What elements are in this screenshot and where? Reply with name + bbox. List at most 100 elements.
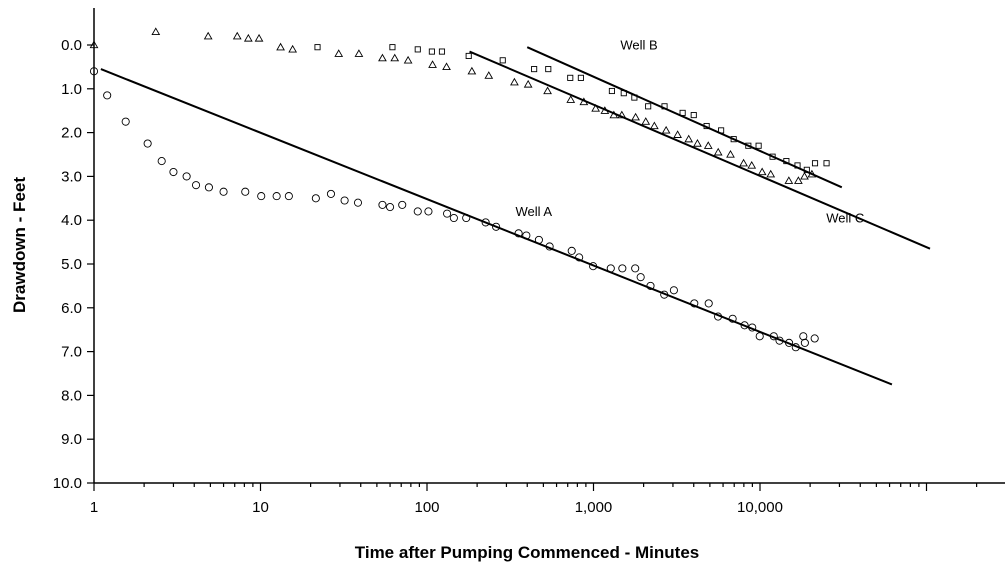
point-well-c: [288, 44, 298, 53]
point-well-b: [438, 48, 446, 55]
point-well-c: [713, 147, 723, 156]
point-well-c: [334, 49, 344, 57]
y-tick-label: 2.0: [61, 125, 82, 142]
point-well-b: [769, 153, 776, 160]
point-well-c: [649, 121, 659, 130]
point-well-b: [730, 136, 737, 143]
y-tick-label: 6.0: [61, 300, 82, 317]
point-well-c: [354, 49, 364, 57]
x-tick-label: 10,000: [737, 499, 783, 516]
point-well-b: [414, 46, 421, 53]
point-well-a: [413, 207, 422, 216]
point-well-b: [465, 52, 472, 59]
point-well-c: [510, 77, 519, 86]
point-well-c: [203, 31, 213, 40]
point-well-b: [620, 90, 627, 97]
point-well-b: [531, 66, 538, 73]
point-well-c: [641, 117, 651, 125]
label-well-b: Well B: [620, 37, 657, 52]
y-tick-label: 10.0: [53, 475, 82, 492]
point-well-b: [679, 109, 686, 116]
point-well-a: [714, 312, 723, 321]
label-well-c: Well C: [826, 210, 864, 225]
y-ticks: 0.0 1.0 2.0 3.0 4.0 5.0 6.0 7.0 8.0 9.0 10.0: [53, 37, 94, 492]
y-tick-label: 1.0: [61, 81, 82, 98]
point-well-c: [800, 171, 809, 180]
point-well-a: [775, 336, 784, 345]
point-well-b: [803, 166, 810, 173]
point-well-a: [791, 343, 800, 352]
point-well-a: [618, 264, 627, 273]
x-tick-label: 10: [252, 499, 269, 516]
point-well-c: [254, 33, 264, 42]
point-well-a: [522, 231, 531, 240]
y-tick-label: 0.0: [61, 37, 82, 54]
point-well-b: [428, 48, 435, 55]
point-well-c: [579, 97, 589, 106]
x-tick-label: 100: [414, 499, 439, 516]
point-well-c: [661, 125, 671, 134]
point-well-a: [545, 242, 554, 251]
point-well-c: [784, 176, 794, 184]
point-well-a: [272, 192, 281, 201]
point-well-a: [443, 209, 452, 218]
point-well-a: [462, 213, 471, 223]
point-well-c: [428, 60, 437, 68]
point-well-a: [241, 187, 250, 196]
point-well-a: [810, 334, 819, 343]
point-well-c: [807, 169, 817, 178]
point-well-a: [481, 218, 490, 227]
point-well-b: [661, 103, 668, 110]
point-well-a: [534, 235, 543, 244]
point-well-a: [424, 207, 433, 216]
point-well-b: [389, 44, 396, 51]
y-tick-label: 5.0: [61, 256, 82, 273]
point-well-c: [703, 141, 713, 149]
point-well-a: [326, 189, 336, 198]
point-well-c: [378, 53, 387, 62]
point-well-a: [353, 198, 363, 207]
point-well-c: [566, 95, 576, 103]
point-well-a: [589, 262, 598, 271]
point-well-a: [669, 286, 678, 295]
point-well-a: [143, 139, 152, 148]
point-well-c: [442, 62, 451, 71]
point-well-c: [232, 31, 242, 40]
point-well-b: [499, 57, 506, 64]
point-well-b: [645, 103, 652, 110]
point-well-a: [492, 222, 501, 231]
point-well-c: [243, 33, 253, 42]
point-well-a: [340, 196, 349, 205]
point-well-a: [89, 67, 99, 76]
point-well-c: [673, 130, 682, 138]
point-well-a: [690, 299, 699, 308]
point-well-b: [314, 44, 321, 51]
point-well-c: [617, 110, 627, 119]
point-well-b: [718, 127, 725, 134]
point-well-a: [636, 273, 645, 282]
point-well-b: [577, 74, 584, 81]
point-well-a: [606, 264, 615, 273]
point-well-a: [755, 332, 764, 341]
point-well-a: [378, 200, 387, 209]
point-well-b: [703, 122, 710, 130]
point-well-c: [739, 158, 748, 167]
point-well-c: [684, 134, 694, 143]
point-well-b: [567, 74, 574, 81]
point-well-b: [794, 162, 801, 169]
point-well-c: [151, 27, 161, 36]
point-well-a: [704, 299, 713, 308]
point-well-c: [591, 104, 601, 112]
point-well-a: [157, 157, 166, 166]
y-tick-label: 8.0: [61, 387, 82, 404]
y-tick-label: 9.0: [61, 431, 82, 448]
fit-line-well-a: [100, 68, 893, 386]
data-points: [89, 27, 830, 352]
point-well-a: [191, 181, 201, 190]
point-well-b: [755, 142, 762, 149]
point-well-b: [823, 160, 830, 167]
label-well-a: Well A: [515, 204, 552, 219]
point-well-a: [748, 323, 757, 332]
point-well-a: [728, 314, 737, 323]
